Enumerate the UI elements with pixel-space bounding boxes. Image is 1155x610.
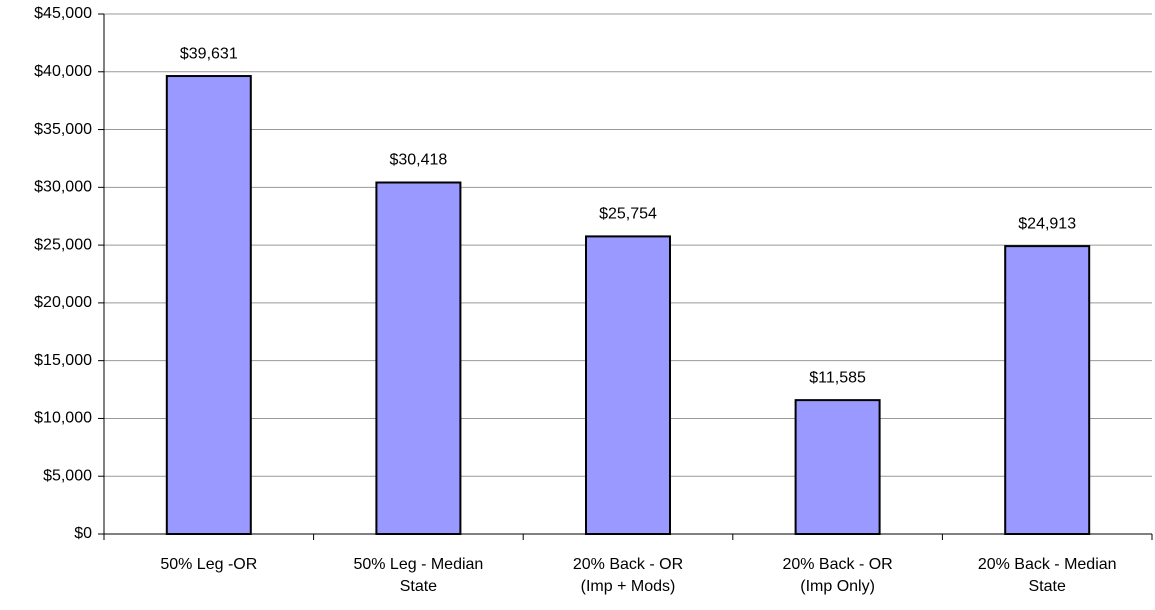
x-tick-label: 20% Back - OR (Imp + Mods)	[572, 556, 684, 595]
x-tick-label: 20% Back - Median State	[977, 556, 1117, 595]
y-tick-label: $15,000	[34, 352, 92, 369]
y-tick-label: $25,000	[34, 236, 92, 253]
y-tick-label: $35,000	[34, 121, 92, 138]
bar	[794, 399, 881, 535]
y-tick-label: $0	[74, 525, 92, 542]
bar	[375, 181, 462, 535]
bar	[585, 235, 671, 535]
x-tick-label: 50% Leg - Median State	[353, 556, 484, 595]
y-tick-label: $30,000	[34, 179, 92, 196]
bar	[1004, 245, 1091, 535]
value-label: $25,754	[599, 206, 657, 223]
y-tick-label: $10,000	[34, 410, 92, 427]
x-tick-label: 20% Back - OR (Imp Only)	[782, 556, 893, 595]
value-label: $24,913	[1018, 215, 1076, 232]
bar	[165, 75, 252, 535]
x-tick-label: 50% Leg -OR	[160, 556, 258, 573]
y-tick-label: $45,000	[34, 5, 92, 22]
y-tick-label: $20,000	[34, 294, 92, 311]
value-label: $39,631	[180, 45, 238, 62]
y-tick-label: $5,000	[43, 467, 92, 484]
value-label: $30,418	[389, 152, 447, 169]
value-label: $11,585	[809, 369, 866, 386]
y-tick-label: $40,000	[34, 63, 92, 80]
